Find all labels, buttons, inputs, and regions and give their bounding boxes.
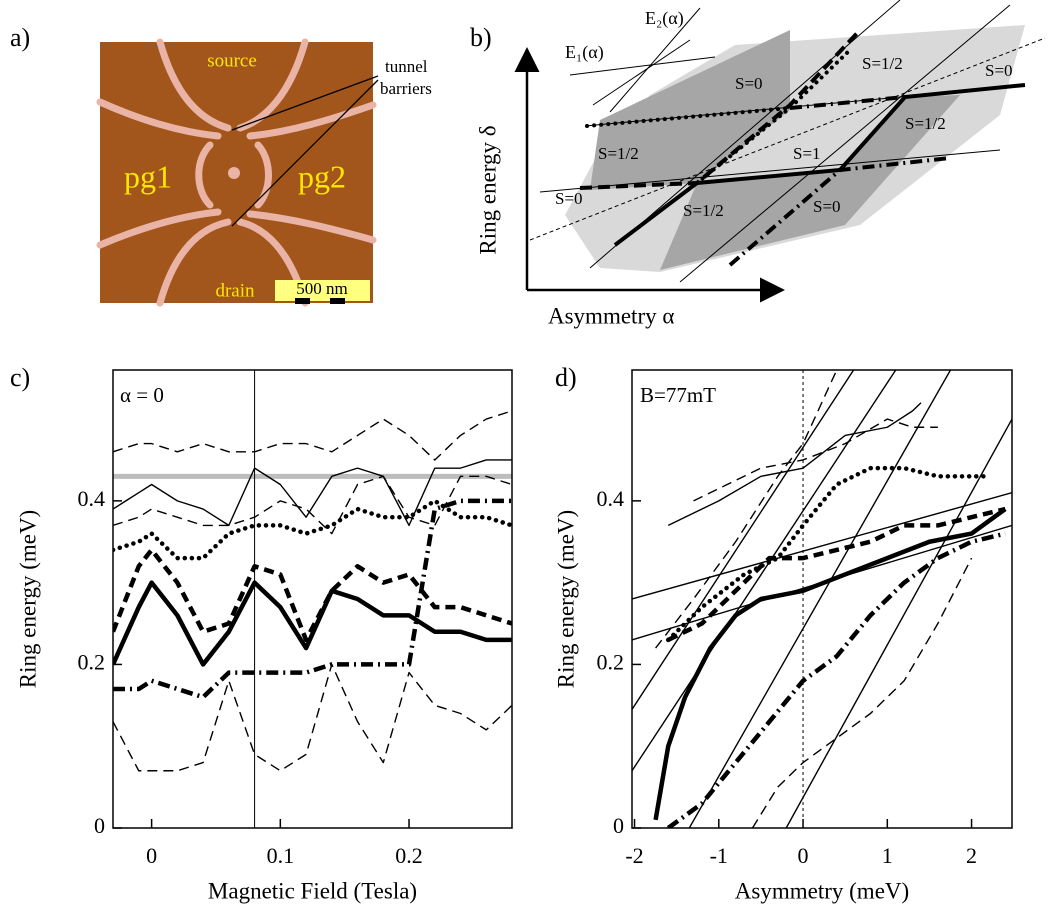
x-tick-label: 0.1 [267, 843, 295, 868]
y-tick-label: 0 [94, 813, 105, 838]
scale-bar-label: 500 nm [296, 279, 347, 298]
x-axis-label: Magnetic Field (Tesla) [208, 878, 417, 903]
curve-label: E₁(α) [565, 42, 604, 63]
x-tick-label: -1 [710, 843, 728, 868]
x-tick-label: 1 [882, 843, 893, 868]
x-tick-label: 0 [798, 843, 809, 868]
y-tick-label: 0.2 [78, 649, 106, 674]
y-tick-label: 0.4 [78, 486, 106, 511]
region-label: S=0 [735, 74, 763, 93]
x-tick-label: -2 [625, 843, 643, 868]
x-tick-label: 0 [146, 843, 157, 868]
panel-label: d) [555, 363, 577, 392]
region-label: S=1/2 [598, 144, 639, 163]
gate-label: pg1 [124, 158, 172, 194]
panel-label: a) [10, 23, 30, 52]
x-tick-label: 0.2 [395, 843, 423, 868]
callout: barriers [380, 79, 432, 98]
annotation: α = 0 [120, 383, 164, 407]
region-label: S=1 [793, 144, 821, 163]
gate-label: drain [215, 280, 255, 301]
y-tick-label: 0.4 [597, 486, 625, 511]
annotation: B=77mT [640, 383, 716, 407]
gate-label: pg2 [298, 158, 346, 194]
callout: tunnel [385, 57, 428, 76]
axis-label: Asymmetry α [548, 303, 674, 328]
panel-label: c) [10, 363, 30, 392]
region-label: S=0 [985, 61, 1013, 80]
figure: a) source pg1 pg2 drain 500 nm tunnel ba… [0, 0, 1048, 919]
y-tick-label: 0.2 [597, 649, 625, 674]
y-axis-label: Ring energy (meV) [553, 510, 578, 688]
region-label: S=0 [555, 189, 583, 208]
curve-label: E₂(α) [645, 8, 684, 29]
gate-label: source [207, 50, 257, 71]
y-tick-label: 0 [613, 813, 624, 838]
region-label: S=0 [813, 197, 841, 216]
x-tick-label: 2 [966, 843, 977, 868]
axis-label: Ring energy δ [475, 125, 500, 254]
y-axis-label: Ring energy (meV) [15, 510, 40, 688]
region-label: S=1/2 [862, 54, 903, 73]
panel-label: b) [470, 23, 492, 52]
x-axis-label: Asymmetry (meV) [735, 878, 909, 903]
region-label: S=1/2 [905, 114, 946, 133]
region-label: S=1/2 [683, 201, 724, 220]
